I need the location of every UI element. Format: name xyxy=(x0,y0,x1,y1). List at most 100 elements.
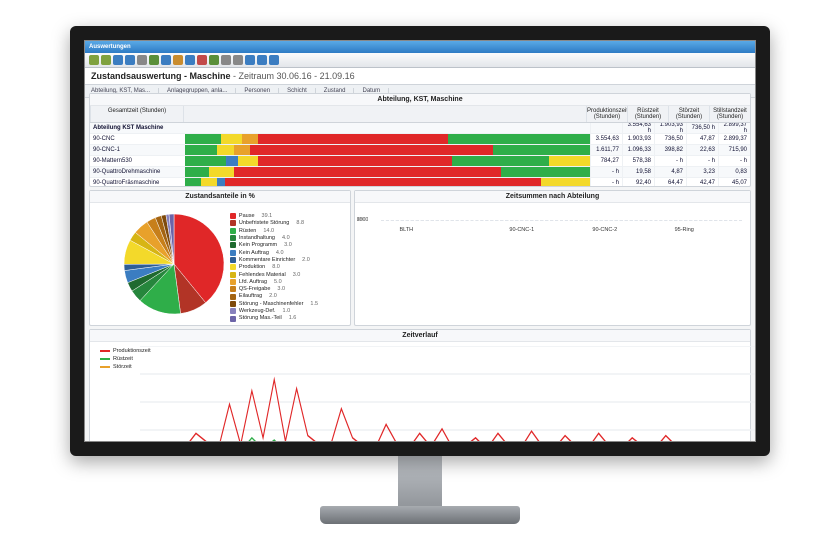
stacked-bar xyxy=(185,156,590,166)
row-label: Abteilung KST Maschine xyxy=(90,123,185,133)
legend-swatch xyxy=(230,235,236,241)
cell-value: - h xyxy=(654,156,686,166)
cell-value xyxy=(590,123,622,133)
cylinder-label: 90-CNC-1 xyxy=(460,227,583,233)
legend-item: Instandhaltung4.0 xyxy=(230,235,318,241)
cell-value: 47,87 xyxy=(686,134,718,144)
column-header[interactable]: Gesamtzeit (Stunden) xyxy=(90,106,183,122)
legend-label: Störzeit xyxy=(113,364,132,370)
legend-label: Rüsten xyxy=(239,228,256,234)
app-window: Auswertungen Zustandsauswertung - Maschi… xyxy=(84,40,756,442)
cylinder-panel: Zeitsummen nach Abteilung 05001000150020… xyxy=(354,190,751,326)
table-row[interactable]: 90-QuattroFräsmaschine- h92,4064,4742,47… xyxy=(90,178,750,186)
cell-value: 45,07 xyxy=(718,178,750,186)
filter-icon[interactable] xyxy=(221,55,231,65)
refresh-icon[interactable] xyxy=(113,55,123,65)
legend-swatch xyxy=(230,213,236,219)
legend-label: Werkzeug-Def. xyxy=(239,308,276,314)
row-label: 90-Mattern530 xyxy=(90,156,185,166)
legend-item: Rüsten14.0 xyxy=(230,228,318,234)
legend-label: Kein Auftrag xyxy=(239,250,269,256)
page-heading: Zustandsauswertung - Maschine - Zeitraum… xyxy=(85,68,755,85)
cell-value: 2.899,37 xyxy=(718,134,750,144)
page-title-range: - Zeitraum 30.06.16 - 21.09.16 xyxy=(231,71,355,81)
legend-swatch xyxy=(230,279,236,285)
column-header[interactable]: Rüstzeit (Stunden) xyxy=(627,106,668,122)
stacked-bar xyxy=(185,123,590,133)
window-title: Auswertungen xyxy=(89,44,131,50)
forward-icon[interactable] xyxy=(101,55,111,65)
legend-item: Unbefristete Störung8.8 xyxy=(230,220,318,226)
table-row[interactable]: Abteilung KST Maschine3.554,63 h1.903,93… xyxy=(90,123,750,134)
top-stacked-table: Abteilung, KST, Maschine Gesamtzeit (Stu… xyxy=(89,93,751,187)
window-titlebar: Auswertungen xyxy=(85,41,755,53)
legend-value: 2.0 xyxy=(269,293,277,299)
legend-value: 5.0 xyxy=(274,279,282,285)
cyl-panel-title: Zeitsummen nach Abteilung xyxy=(355,191,750,203)
cell-value: 1.903,93 h xyxy=(654,123,686,133)
settings-icon[interactable] xyxy=(233,55,243,65)
legend-item: Kommentare Einrichter2.0 xyxy=(230,257,318,263)
legend-label: Produktion xyxy=(239,264,265,270)
help-icon[interactable] xyxy=(269,55,279,65)
cell-value: 1.903,93 xyxy=(622,134,654,144)
stacked-bar xyxy=(185,167,590,177)
table-row[interactable]: 90-CNC-11.611,771.096,33398,8222,63715,9… xyxy=(90,145,750,156)
print-icon[interactable] xyxy=(137,55,147,65)
table-row[interactable]: 90-CNC3.554,631.903,93736,5047,872.899,3… xyxy=(90,134,750,145)
legend-item: Störung Mas.-Teil 1.6 xyxy=(230,315,318,321)
pie-icon[interactable] xyxy=(197,55,207,65)
column-header[interactable] xyxy=(183,106,586,122)
stacked-bar xyxy=(185,145,590,155)
zoom-out-icon[interactable] xyxy=(257,55,267,65)
table-row[interactable]: 90-QuattroDrehmaschine- h19,584,873,230,… xyxy=(90,167,750,178)
column-header[interactable]: Störzeit (Stunden) xyxy=(668,106,709,122)
cell-value: 736,50 xyxy=(654,134,686,144)
home-icon[interactable] xyxy=(125,55,135,65)
back-icon[interactable] xyxy=(89,55,99,65)
cylinder-label: BLTH xyxy=(392,227,421,233)
cell-value: 22,63 xyxy=(686,145,718,155)
save-icon[interactable] xyxy=(161,55,171,65)
cell-value: 19,58 xyxy=(622,167,654,177)
cell-value: - h xyxy=(590,178,622,186)
monitor-frame: Auswertungen Zustandsauswertung - Maschi… xyxy=(70,26,770,456)
legend-label: Lfd. Auftrag xyxy=(239,279,267,285)
table-icon[interactable] xyxy=(185,55,195,65)
pie-panel-title: Zustandsanteile in % xyxy=(90,191,350,203)
legend-item: Fehlendes Material3.0 xyxy=(230,272,318,278)
legend-swatch xyxy=(230,264,236,270)
legend-item: Pause39.1 xyxy=(230,213,318,219)
legend-label: Kein Programm xyxy=(239,242,277,248)
cell-value: 715,90 xyxy=(718,145,750,155)
bar-icon[interactable] xyxy=(209,55,219,65)
export-icon[interactable] xyxy=(149,55,159,65)
legend-value: 3.0 xyxy=(277,286,285,292)
pie-chart xyxy=(122,212,226,316)
legend-value: 8.8 xyxy=(296,220,304,226)
legend-item: Kein Programm3.0 xyxy=(230,242,318,248)
legend-label: Pause xyxy=(239,213,255,219)
legend-swatch xyxy=(100,358,110,360)
column-header[interactable]: Produktionszeit (Stunden) xyxy=(586,106,627,122)
legend-swatch xyxy=(230,242,236,248)
legend-item: QS-Freigabe3.0 xyxy=(230,286,318,292)
column-header[interactable]: Stillstandzeit (Stunden) xyxy=(709,106,750,122)
page-title-main: Zustandsauswertung - Maschine xyxy=(91,71,231,81)
legend-swatch xyxy=(230,301,236,307)
cell-value: 4,87 xyxy=(654,167,686,177)
chart-icon[interactable] xyxy=(173,55,183,65)
legend-swatch xyxy=(100,350,110,352)
legend-label: Rüstzeit xyxy=(113,356,133,362)
cell-value: 0,83 xyxy=(718,167,750,177)
legend-swatch xyxy=(230,294,236,300)
zoom-in-icon[interactable] xyxy=(245,55,255,65)
cell-value: - h xyxy=(590,167,622,177)
table-row[interactable]: 90-Mattern530784,27578,38- h- h- h xyxy=(90,156,750,167)
legend-value: 1.6 xyxy=(289,315,297,321)
cell-value: 1.096,33 xyxy=(622,145,654,155)
legend-item: Produktion8.0 xyxy=(230,264,318,270)
stacked-bar xyxy=(185,134,590,144)
legend-label: Störung - Maschinenfehler xyxy=(239,301,304,307)
legend-label: Störung Mas.-Teil xyxy=(239,315,282,321)
